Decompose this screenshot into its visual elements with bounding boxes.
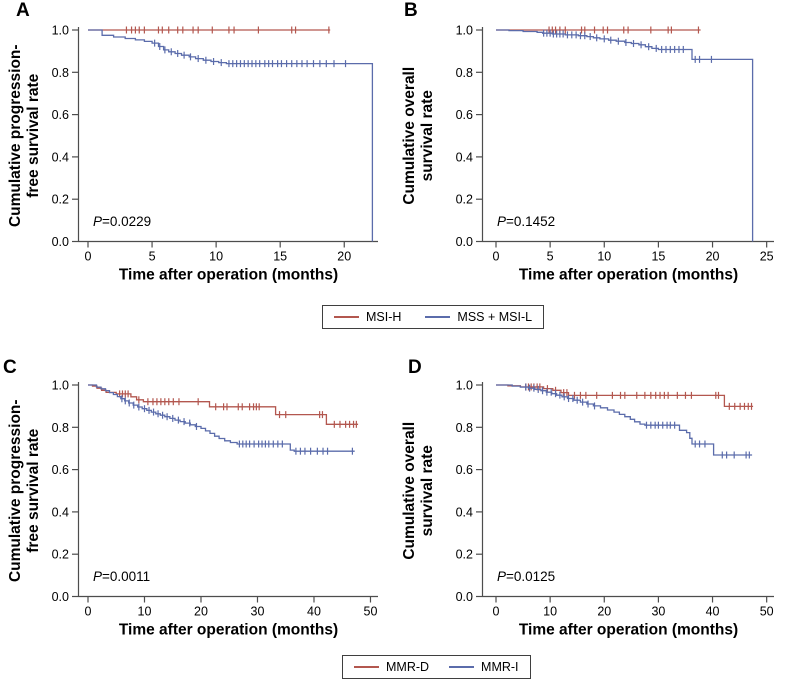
y-tick-label: 0.0 [52, 590, 69, 604]
x-tick-label: 20 [597, 605, 611, 619]
x-tick-label: 0 [85, 605, 92, 619]
y-tick-label: 1.0 [456, 379, 473, 393]
legend-item-msi-h: MSI-H [334, 310, 401, 324]
y-axis-title-line: Cumulative progression- [7, 44, 24, 227]
y-axis-title-line: Cumulative overall [401, 422, 418, 560]
panel-letter-A: A [16, 0, 30, 21]
km-plot-C: 0.0 0.2 0.4 0.6 0.8 1.0 0 10 20 30 40 50 Time after … [7, 379, 378, 639]
x-tick-label: 50 [364, 605, 378, 619]
x-tick-label: 0 [85, 250, 92, 264]
x-tick-label: 20 [706, 250, 720, 264]
x-tick-label: 20 [337, 250, 351, 264]
x-tick-label: 10 [209, 250, 223, 264]
x-tick-label: 20 [194, 605, 208, 619]
y-tick-label: 0.6 [456, 108, 473, 122]
x-axis-title: Time after operation (months) [519, 622, 738, 639]
y-tick-label: 0.0 [456, 235, 473, 249]
legend-line-red [354, 666, 379, 668]
y-tick-label: 0.8 [456, 421, 473, 435]
x-tick-label: 5 [149, 250, 156, 264]
y-tick-label: 0.4 [456, 505, 473, 519]
legend-item-mmr-i: MMR-I [449, 660, 519, 674]
legend-label-mss-msi-l: MSS + MSI-L [457, 310, 533, 324]
x-tick-label: 40 [307, 605, 321, 619]
y-tick-label: 0.6 [456, 463, 473, 477]
x-tick-label: 15 [273, 250, 287, 264]
x-tick-label: 5 [547, 250, 554, 264]
km-plot-D: 0.0 0.2 0.4 0.6 0.8 1.0 0 10 20 30 40 50 Time after … [401, 379, 774, 639]
y-tick-label: 0.4 [456, 150, 473, 164]
legend-msi: MSI-H MSS + MSI-L [322, 305, 545, 329]
y-tick-label: 1.0 [456, 24, 473, 38]
panel-D: D 0.0 0.2 0.4 0.6 0.8 1.0 0 10 20 30 40 50 Time afte… [394, 355, 787, 655]
y-axis-title-line: Cumulative overall [401, 67, 418, 205]
y-tick-label: 0.2 [52, 193, 69, 207]
y-tick-label: 0.8 [456, 66, 473, 80]
x-tick-label: 30 [651, 605, 665, 619]
y-axis-title-line: free survival rate [25, 73, 42, 197]
y-tick-label: 0.2 [52, 548, 69, 562]
x-axis-title: Time after operation (months) [119, 622, 338, 639]
p-value: P=0.0229 [93, 214, 151, 229]
x-axis-title: Time after operation (months) [519, 267, 738, 284]
legend-item-mmr-d: MMR-D [354, 660, 429, 674]
x-tick-label: 10 [543, 605, 557, 619]
legend-line-blue [449, 666, 475, 668]
km-curve-MSS + MSI-L [496, 29, 754, 242]
p-value: P=0.0011 [93, 569, 150, 584]
y-tick-label: 0.2 [456, 193, 473, 207]
panel-A: A 0.0 0.2 0.4 0.6 0.8 1.0 0 5 10 15 20 Time after o… [0, 0, 393, 300]
km-curve-MMR-I [496, 384, 753, 456]
y-tick-label: 0.4 [52, 505, 69, 519]
legend-item-mss-msi-l: MSS + MSI-L [425, 310, 532, 324]
y-axis-title-line: Cumulative progression- [7, 399, 24, 582]
y-tick-label: 0.0 [52, 235, 69, 249]
x-tick-label: 50 [760, 605, 774, 619]
legend-label-msi-h: MSI-H [366, 310, 402, 324]
y-tick-label: 0.4 [52, 150, 69, 164]
legend-line-blue [425, 316, 451, 318]
y-tick-label: 0.2 [456, 548, 473, 562]
km-curve-MMR-I [88, 384, 355, 452]
p-value: P=0.1452 [497, 214, 555, 229]
km-curve-MMR-D [88, 384, 359, 425]
x-tick-label: 10 [138, 605, 152, 619]
km-curve-MSS + MSI-L [88, 29, 374, 242]
x-axis-title: Time after operation (months) [119, 267, 338, 284]
y-tick-label: 1.0 [52, 24, 69, 38]
panel-letter-D: D [408, 357, 422, 378]
legend-label-mmr-i: MMR-I [481, 660, 519, 674]
y-tick-label: 0.6 [52, 108, 69, 122]
legend-mmr: MMR-D MMR-I [342, 655, 531, 679]
x-tick-label: 30 [251, 605, 265, 619]
x-tick-label: 15 [651, 250, 665, 264]
km-plot-B: 0.0 0.2 0.4 0.6 0.8 1.0 0 5 10 15 20 25 Time after o… [401, 24, 774, 284]
panel-C: C 0.0 0.2 0.4 0.6 0.8 1.0 0 10 20 30 40 50 Time afte… [0, 355, 393, 655]
x-tick-label: 0 [493, 605, 500, 619]
panel-B: B 0.0 0.2 0.4 0.6 0.8 1.0 0 5 10 15 20 25 Time after… [394, 0, 787, 300]
y-axis-title-line: survival rate [419, 445, 436, 537]
legend-line-red [334, 316, 359, 318]
x-tick-label: 0 [493, 250, 500, 264]
panel-letter-C: C [3, 357, 17, 378]
legend-label-mmr-d: MMR-D [386, 660, 430, 674]
km-plot-A: 0.0 0.2 0.4 0.6 0.8 1.0 0 5 10 15 20 Time after ope… [7, 24, 378, 284]
x-tick-label: 25 [760, 250, 774, 264]
y-tick-label: 0.0 [456, 590, 473, 604]
p-value: P=0.0125 [497, 569, 555, 584]
x-tick-label: 10 [597, 250, 611, 264]
y-tick-label: 0.8 [52, 421, 69, 435]
y-tick-label: 0.8 [52, 66, 69, 80]
panel-letter-B: B [404, 0, 418, 21]
y-axis-title-line: free survival rate [25, 428, 42, 552]
y-tick-label: 0.6 [52, 463, 69, 477]
x-tick-label: 40 [706, 605, 720, 619]
y-tick-label: 1.0 [52, 379, 69, 393]
y-axis-title-line: survival rate [419, 90, 436, 182]
